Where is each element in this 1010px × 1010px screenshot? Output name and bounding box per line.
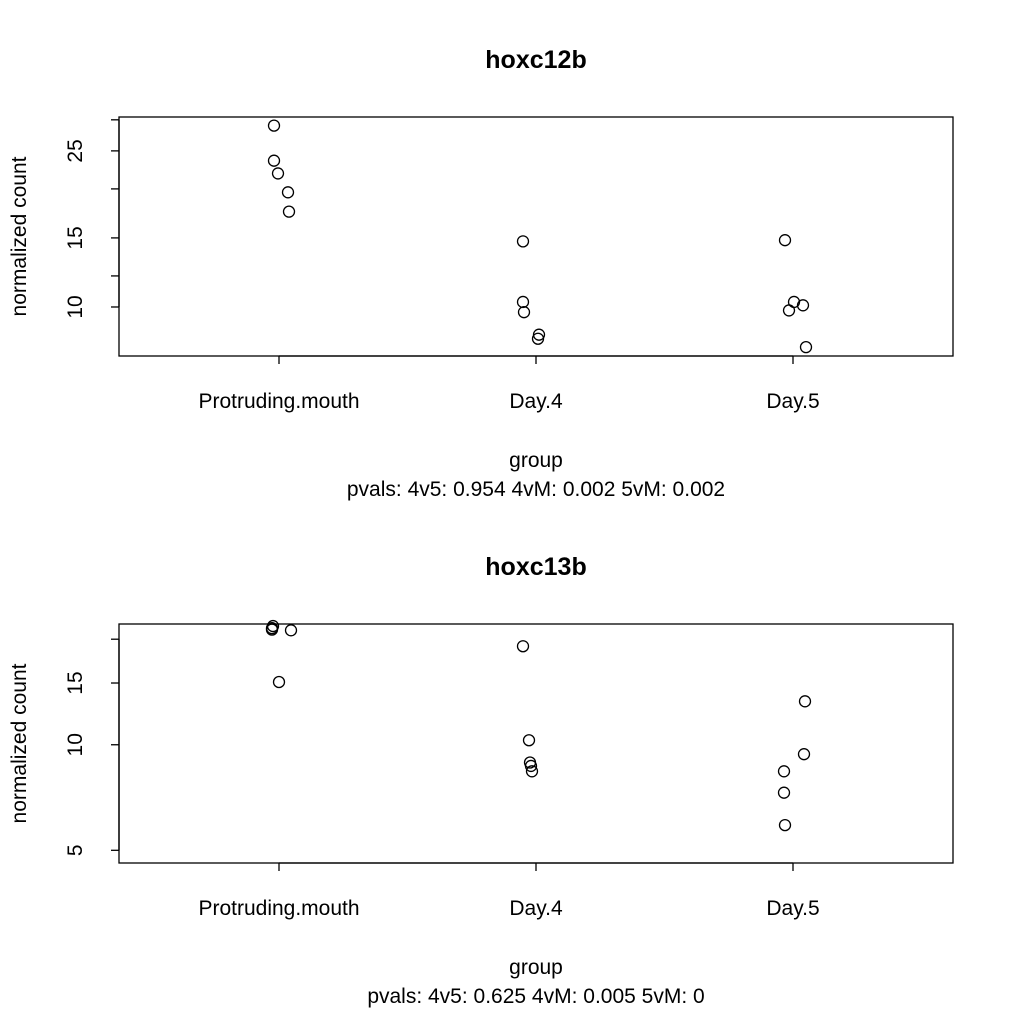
y-tick-label: 15 <box>64 226 87 249</box>
data-point-Day.5 <box>796 299 810 312</box>
x-axis-label: group <box>509 449 563 472</box>
data-point-Protruding.mouth <box>267 119 281 132</box>
data-point-Day.4 <box>524 759 538 773</box>
y-tick-label: 25 <box>64 139 87 162</box>
plot-frame <box>118 623 954 864</box>
chart-title: hoxc12b <box>485 46 586 74</box>
data-point-Protruding.mouth <box>271 167 285 180</box>
y-axis-label: normalized count <box>8 663 31 823</box>
data-point-Protruding.mouth <box>267 154 281 167</box>
x-tick-label-Protruding.mouth: Protruding.mouth <box>198 897 359 920</box>
y-tick-label: 10 <box>64 733 87 756</box>
x-tick-label-Day.4: Day.4 <box>509 390 563 413</box>
data-point-Day.5 <box>797 748 811 761</box>
y-tick-label: 10 <box>64 295 87 318</box>
pvals-subtitle: pvals: 4v5: 0.625 4vM: 0.005 5vM: 0 <box>367 985 704 1008</box>
data-point-Day.5 <box>778 818 792 832</box>
data-point-Day.4 <box>516 235 530 248</box>
data-point-Protruding.mouth <box>282 205 296 218</box>
data-point-Day.5 <box>777 786 791 799</box>
y-axis-label: normalized count <box>8 156 31 316</box>
data-point-Day.4 <box>525 765 539 778</box>
x-tick-label-Protruding.mouth: Protruding.mouth <box>198 390 359 413</box>
x-axis-label: group <box>509 956 563 979</box>
data-point-Day.5 <box>798 695 812 708</box>
x-tick-label-Day.4: Day.4 <box>509 897 563 920</box>
data-point-Day.4 <box>516 295 530 309</box>
data-point-Day.5 <box>799 340 813 354</box>
data-point-Protruding.mouth <box>284 624 298 637</box>
data-point-Protruding.mouth <box>281 186 295 199</box>
data-point-Day.5 <box>777 765 791 778</box>
x-tick-label-Day.5: Day.5 <box>766 897 819 920</box>
chart-panel-hoxc13b: hoxc13b 5 10 15 normalized count Protruding.m… <box>8 553 954 1008</box>
data-point-Day.4 <box>522 734 536 747</box>
data-point-Day.4 <box>516 640 530 653</box>
data-point-Day.4 <box>517 306 531 319</box>
pvals-subtitle: pvals: 4v5: 0.954 4vM: 0.002 5vM: 0.002 <box>347 478 725 501</box>
data-point-Day.4 <box>531 332 545 345</box>
data-point-Protruding.mouth <box>265 623 279 636</box>
data-point-Day.5 <box>778 234 792 247</box>
data-point-Protruding.mouth <box>272 675 286 689</box>
x-tick-label-Day.5: Day.5 <box>766 390 819 413</box>
plot-frame <box>118 116 954 357</box>
data-point-Day.5 <box>782 304 796 317</box>
chart-panel-hoxc12b: hoxc12b 10 15 25 normalized count Protruding.… <box>8 46 954 501</box>
y-tick-label: 5 <box>64 844 87 856</box>
y-tick-label: 15 <box>64 671 87 694</box>
chart-title: hoxc13b <box>485 553 586 581</box>
